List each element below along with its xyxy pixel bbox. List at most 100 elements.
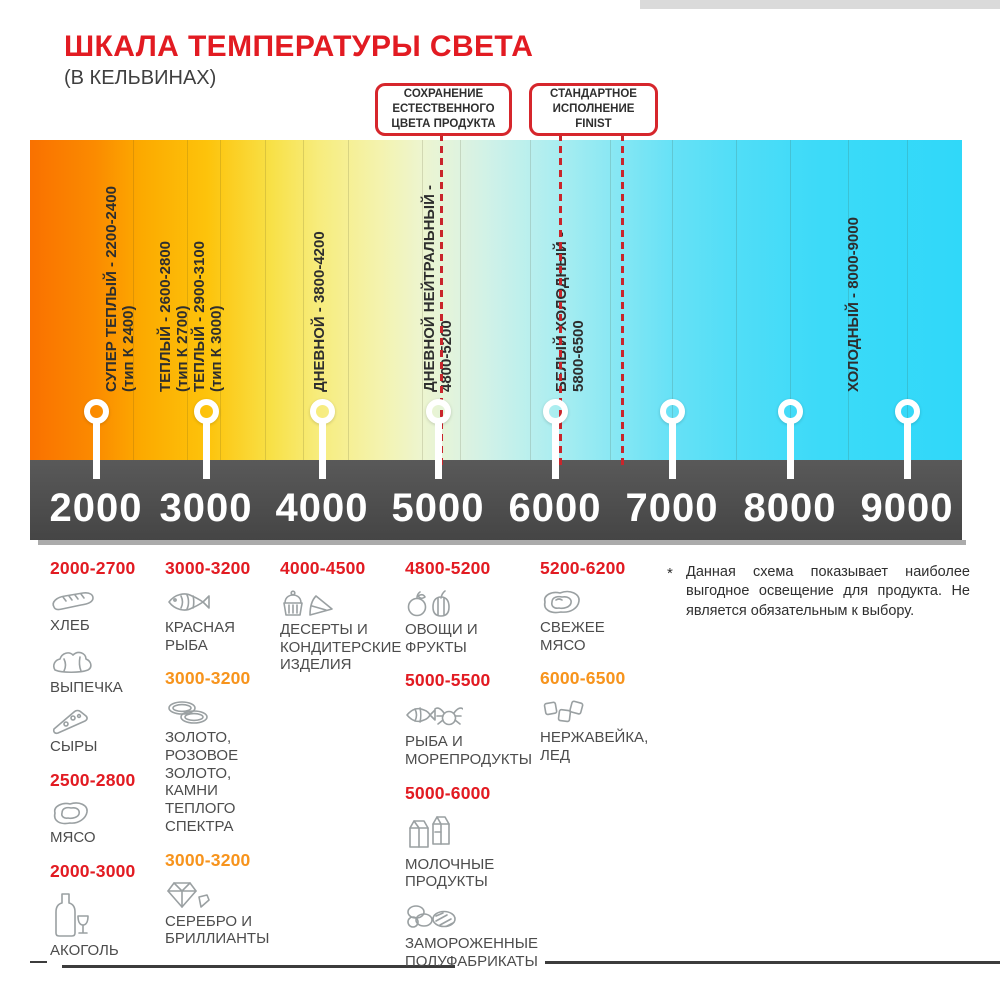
food-group: 6000-6500 НЕРЖАВЕЙКА, ЛЕД	[540, 668, 664, 764]
zone-divider	[303, 140, 304, 460]
fish-icon	[165, 588, 283, 616]
food-item: СВЕЖЕЕ МЯСО	[540, 588, 664, 654]
kelvin-tick-label: 2000	[49, 486, 143, 530]
temperature-range-label: 3000-3200	[165, 558, 251, 578]
kelvin-marker-stem	[434, 422, 442, 479]
callout-line: СТАНДАРТНОЕ	[550, 88, 637, 101]
food-item-label: ЗОЛОТО, РОЗОВОЕ ЗОЛОТО, КАМНИ ТЕПЛОГО СПЕКТ…	[165, 729, 239, 835]
zone-divider	[220, 140, 221, 460]
fruits-vegetables-icon	[405, 588, 539, 618]
zone-label: ТЕПЛЫЙ - 2600-2800 (тип К 2700)	[157, 240, 191, 392]
food-group: 4000-4500 ДЕСЕРТЫ И КОНДИТЕРСКИЕ ИЗДЕЛИЯ	[280, 558, 404, 674]
food-item-label: ВЫПЕЧКА	[50, 678, 123, 696]
food-item-label: МОЛОЧНЫЕ ПРОДУКТЫ	[405, 855, 495, 891]
temperature-range-label: 2000-2700	[50, 558, 136, 578]
page-title: ШКАЛА ТЕМПЕРАТУРЫ СВЕТА	[64, 30, 534, 63]
zone-label: СУПЕР ТЕПЛЫЙ - 2200-2400 (тип К 2400)	[103, 186, 137, 392]
page-subtitle: (В КЕЛЬВИНАХ)	[64, 67, 217, 89]
bottom-border-line	[62, 965, 455, 968]
kelvin-marker-stem	[668, 422, 676, 479]
dairy-icon	[405, 813, 539, 853]
kelvin-tick-label: 8000	[743, 486, 837, 530]
kelvin-marker	[193, 399, 219, 424]
callout-line: ЦВЕТА ПРОДУКТА	[391, 117, 496, 130]
zone-divider	[672, 140, 673, 460]
food-column-1: 2000-2700 ХЛЕБ ВЫПЕЧКА СЫРЫ 2500-2800 МЯСО 200…	[50, 558, 162, 973]
food-group: 2500-2800 МЯСО	[50, 770, 162, 847]
cheese-icon	[50, 707, 162, 735]
temperature-range-label: 5200-6200	[540, 558, 626, 578]
food-group: 5000-5500 РЫБА И МОРЕПРОДУКТЫ	[405, 670, 539, 768]
food-column-5: 5200-6200 СВЕЖЕЕ МЯСО 6000-6500 НЕРЖАВЕЙКА, Л…	[540, 558, 664, 779]
zone-label: ДНЕВНОЙ - 3800-4200	[311, 231, 328, 392]
food-item-label: ДЕСЕРТЫ И КОНДИТЕРСКИЕ ИЗДЕЛИЯ	[280, 621, 402, 674]
zone-divider	[530, 140, 531, 460]
food-item: АКОГОЛЬ	[50, 891, 162, 960]
zone-divider	[790, 140, 791, 460]
kelvin-marker	[542, 399, 568, 424]
food-item-label: СЫРЫ	[50, 738, 98, 756]
zone-divider	[187, 140, 188, 460]
food-item: СЕРЕБРО И БРИЛЛИАНТЫ	[165, 880, 283, 948]
temperature-range-label: 2500-2800	[50, 770, 136, 791]
kelvin-marker	[309, 399, 335, 424]
alcohol-icon	[50, 891, 162, 939]
food-column-4: 4800-5200 ОВОЩИ И ФРУКТЫ 5000-5500 РЫБА И МОР…	[405, 558, 539, 985]
kelvin-gradient-bar: СУПЕР ТЕПЛЫЙ - 2200-2400 (тип К 2400) ТЕПЛ…	[30, 140, 962, 460]
food-item: РЫБА И МОРЕПРОДУКТЫ	[405, 700, 539, 768]
kelvin-tick-label: 5000	[391, 486, 485, 530]
temperature-range-label: 3000-3200	[165, 849, 251, 870]
croissant-icon	[50, 646, 162, 676]
food-item: МОЛОЧНЫЕ ПРОДУКТЫ	[405, 813, 539, 891]
dashed-leader-line	[558, 134, 562, 466]
footnote-asterisk: *	[667, 565, 673, 582]
food-item-label: ОВОЩИ И ФРУКТЫ	[405, 621, 478, 656]
food-group: 3000-3200 ЗОЛОТО, РОЗОВОЕ ЗОЛОТО, КАМНИ ТЕП…	[165, 668, 283, 835]
callout-natural-color-preservation: СОХРАНЕНИЕ ЕСТЕСТВЕННОГО ЦВЕТА ПРОДУКТА	[375, 83, 512, 136]
temperature-range-label: 3000-3200	[165, 668, 251, 689]
food-group: 5000-6000 МОЛОЧНЫЕ ПРОДУКТЫ ЗАМОРОЖЕННЫЕ ПО…	[405, 783, 539, 971]
dessert-icon	[280, 588, 404, 618]
temperature-range-label: 4000-4500	[280, 558, 366, 578]
footnote-text: Данная схема показывает наиболее выгодно…	[686, 564, 970, 619]
zone-divider	[610, 140, 611, 460]
food-group: 2000-3000 АКОГОЛЬ	[50, 861, 162, 960]
zone-divider	[133, 140, 134, 460]
bottom-border-line	[30, 961, 47, 963]
zone-divider	[907, 140, 908, 460]
food-group: 2000-2700 ХЛЕБ ВЫПЕЧКА СЫРЫ	[50, 558, 162, 756]
food-group: 4800-5200 ОВОЩИ И ФРУКТЫ	[405, 558, 539, 656]
kelvin-marker-stem	[903, 422, 911, 479]
kelvin-marker	[777, 399, 803, 424]
food-column-2: 3000-3200 КРАСНАЯ РЫБА 3000-3200 ЗОЛОТО, РОЗО…	[165, 558, 283, 962]
zone-label: ДНЕВНОЙ НЕЙТРАЛЬНЫЙ -4800-5200	[421, 184, 455, 392]
zone-divider	[736, 140, 737, 460]
food-item-label: СЕРЕБРО И БРИЛЛИАНТЫ	[165, 912, 270, 948]
food-item: СЫРЫ	[50, 707, 162, 756]
zone-divider	[422, 140, 423, 460]
kelvin-marker	[83, 399, 109, 424]
temperature-range-label: 5000-5500	[405, 670, 491, 691]
bread-icon	[50, 588, 162, 614]
kelvin-tick-label: 9000	[860, 486, 954, 530]
dashed-leader-line	[620, 134, 624, 466]
kelvin-tick-label: 7000	[625, 486, 719, 530]
food-item-label: АКОГОЛЬ	[50, 941, 119, 959]
diamond-icon	[165, 880, 283, 910]
zone-divider	[348, 140, 349, 460]
temperature-range-label: 4800-5200	[405, 558, 491, 578]
kelvin-marker	[894, 399, 920, 424]
food-item-label: ХЛЕБ	[50, 617, 90, 634]
temperature-range-label: 2000-3000	[50, 860, 136, 881]
temperature-range-label: 5000-6000	[405, 782, 491, 803]
food-group: 3000-3200 КРАСНАЯ РЫБА	[165, 558, 283, 654]
zone-label: ТЕПЛЫЙ - 2900-3100 (тип К 3000)	[191, 240, 225, 392]
food-item: МЯСО	[50, 800, 162, 847]
kelvin-marker	[425, 399, 451, 424]
callout-line: ЕСТЕСТВЕННОГО	[392, 103, 495, 116]
callout-standard-finist: СТАНДАРТНОЕ ИСПОЛНЕНИЕ FINIST	[529, 83, 658, 136]
kelvin-tick-label: 4000	[275, 486, 369, 530]
food-item: ОВОЩИ И ФРУКТЫ	[405, 588, 539, 656]
kelvin-tick-label: 6000	[508, 486, 602, 530]
frozen-food-icon	[405, 902, 539, 932]
